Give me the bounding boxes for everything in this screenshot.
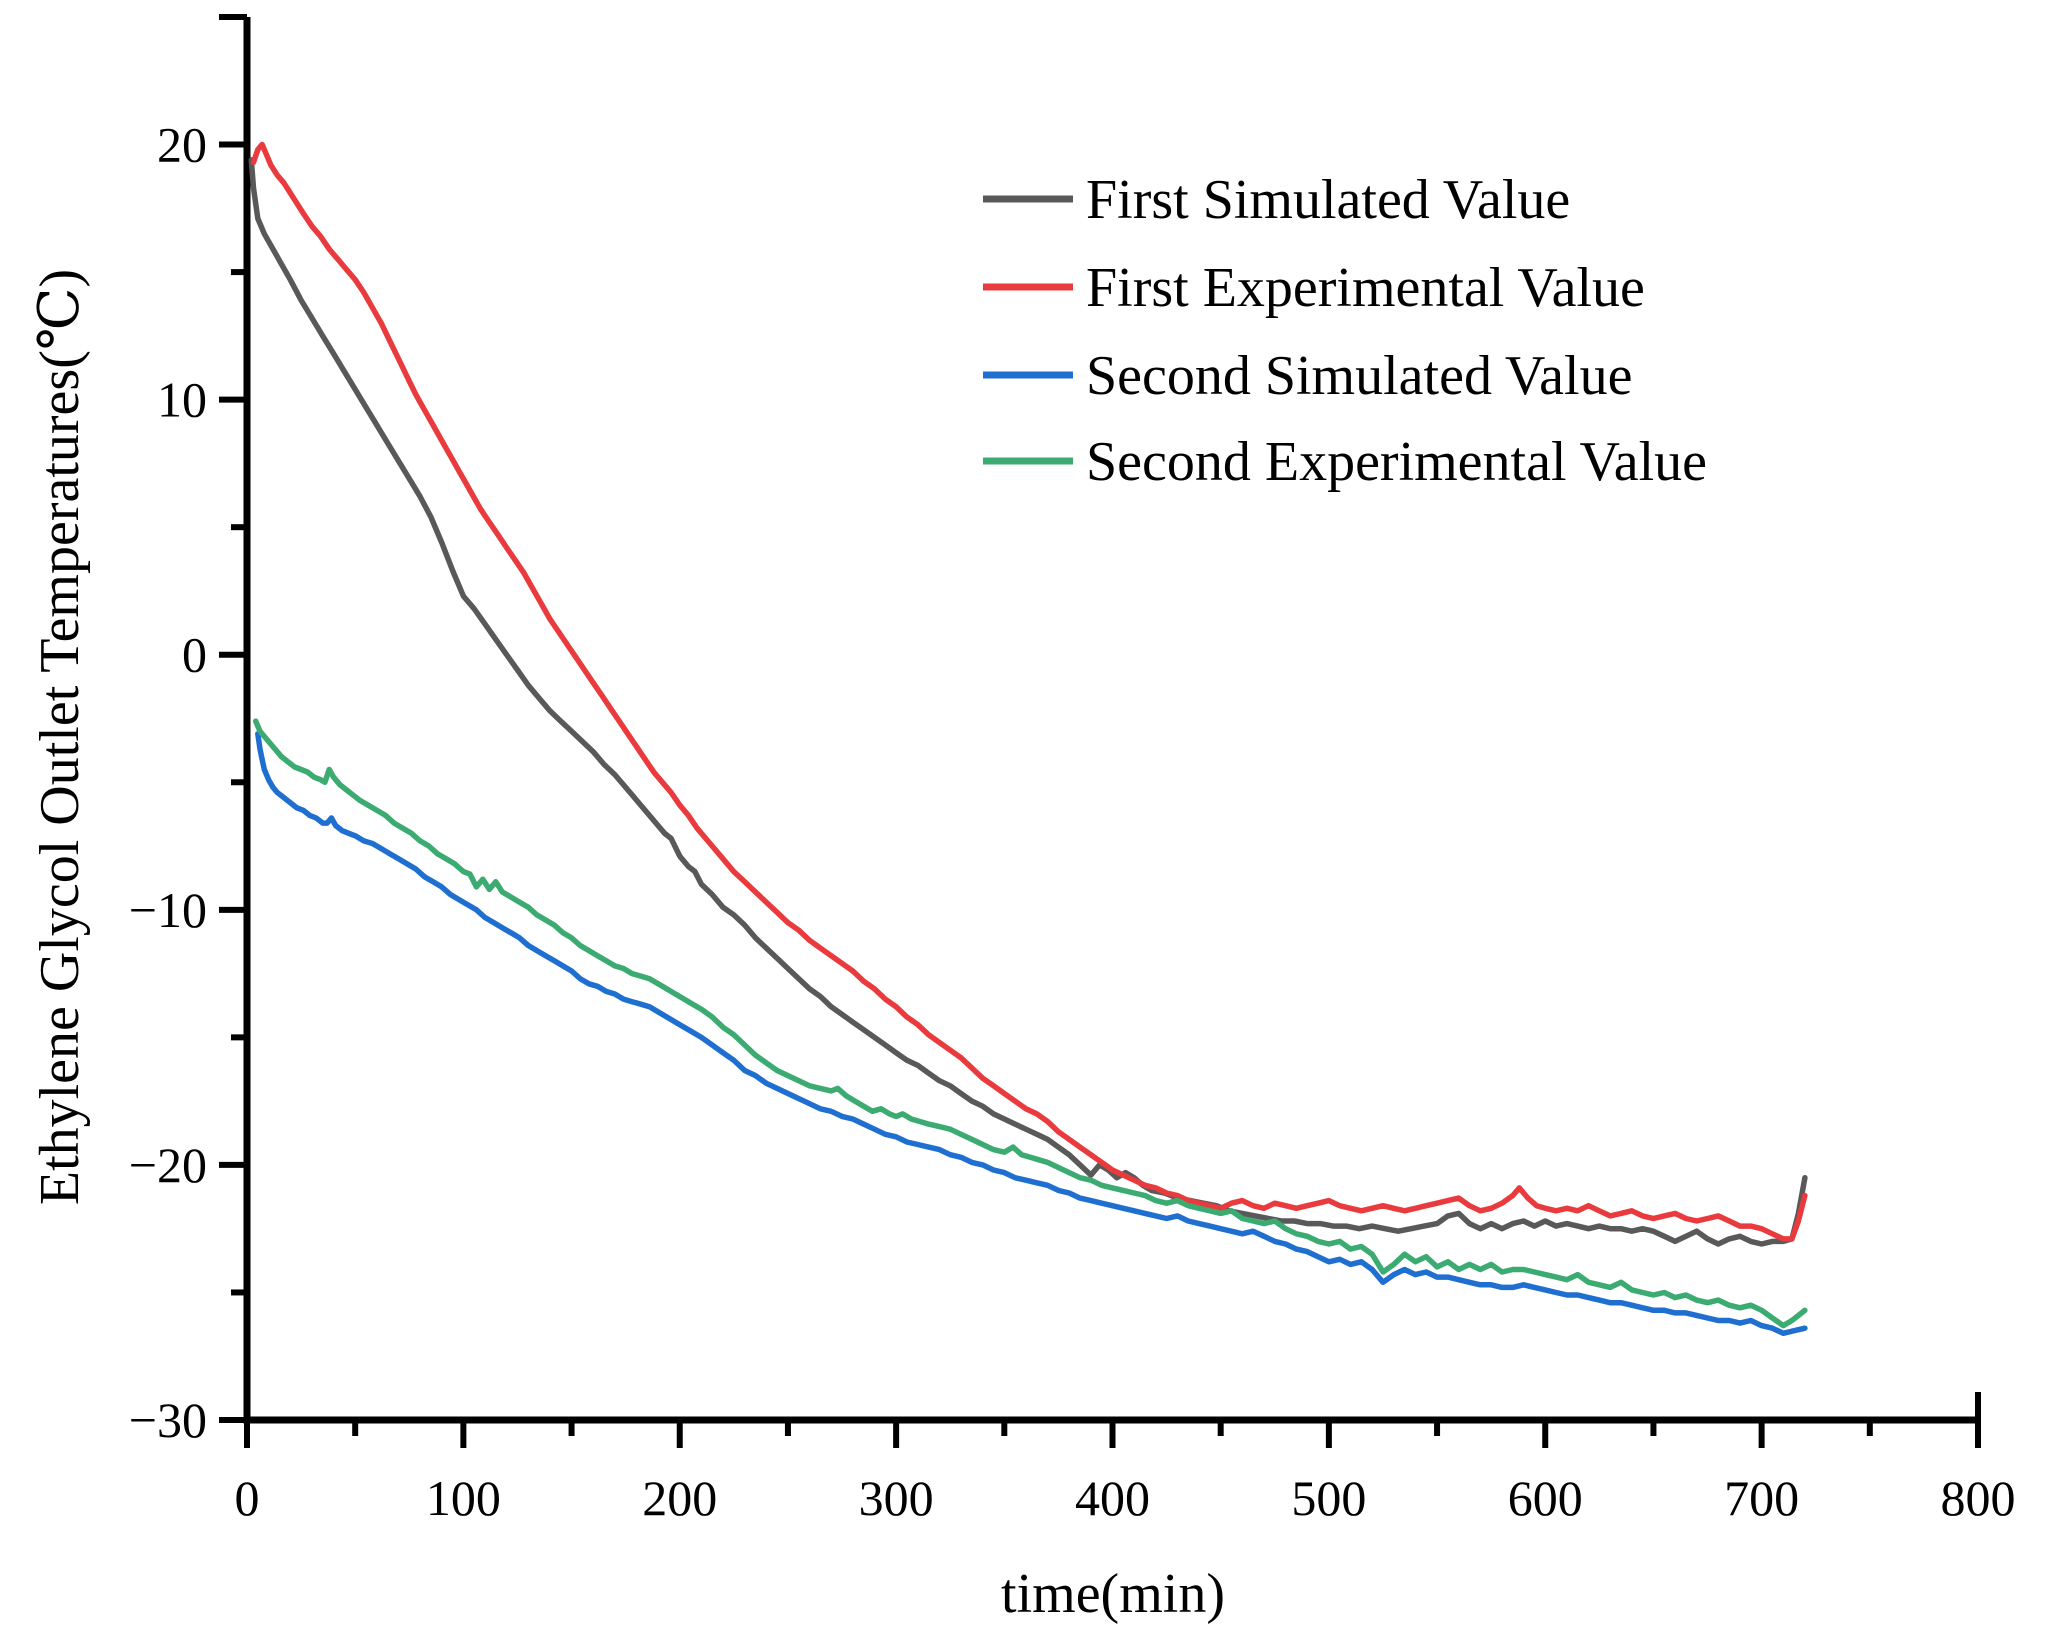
- x-tick-label: 0: [235, 1470, 260, 1526]
- x-tick-label: 700: [1724, 1470, 1799, 1526]
- series-line-4: [252, 718, 1808, 1329]
- legend-label-4: Second Experimental Value: [1086, 431, 1707, 493]
- x-axis-title: time(min): [1001, 1563, 1225, 1625]
- legend-label-2: First Experimental Value: [1086, 257, 1645, 319]
- y-tick-label: −30: [129, 1392, 207, 1448]
- y-tick-label: −20: [129, 1137, 207, 1193]
- x-tick-label: 600: [1508, 1470, 1583, 1526]
- series-line-3: [255, 731, 1808, 1337]
- y-tick-label: −10: [129, 882, 207, 938]
- legend-label-1: First Simulated Value: [1086, 169, 1570, 231]
- x-tick-label: 300: [859, 1470, 934, 1526]
- x-tick-label: 800: [1941, 1470, 2016, 1526]
- x-tick-label: 400: [1075, 1470, 1150, 1526]
- y-tick-label: 10: [157, 372, 207, 428]
- series-line-2: [250, 141, 1808, 1242]
- x-tick-label: 500: [1291, 1470, 1366, 1526]
- legend-label-3: Second Simulated Value: [1086, 345, 1632, 407]
- series-line-1: [248, 157, 1808, 1247]
- x-tick-label: 100: [426, 1470, 501, 1526]
- y-tick-label: 0: [182, 627, 207, 683]
- y-tick-label: 20: [157, 117, 207, 173]
- y-axis-title: Ethylene Glycol Outlet Temperatures(℃): [29, 269, 91, 1205]
- x-tick-label: 200: [642, 1470, 717, 1526]
